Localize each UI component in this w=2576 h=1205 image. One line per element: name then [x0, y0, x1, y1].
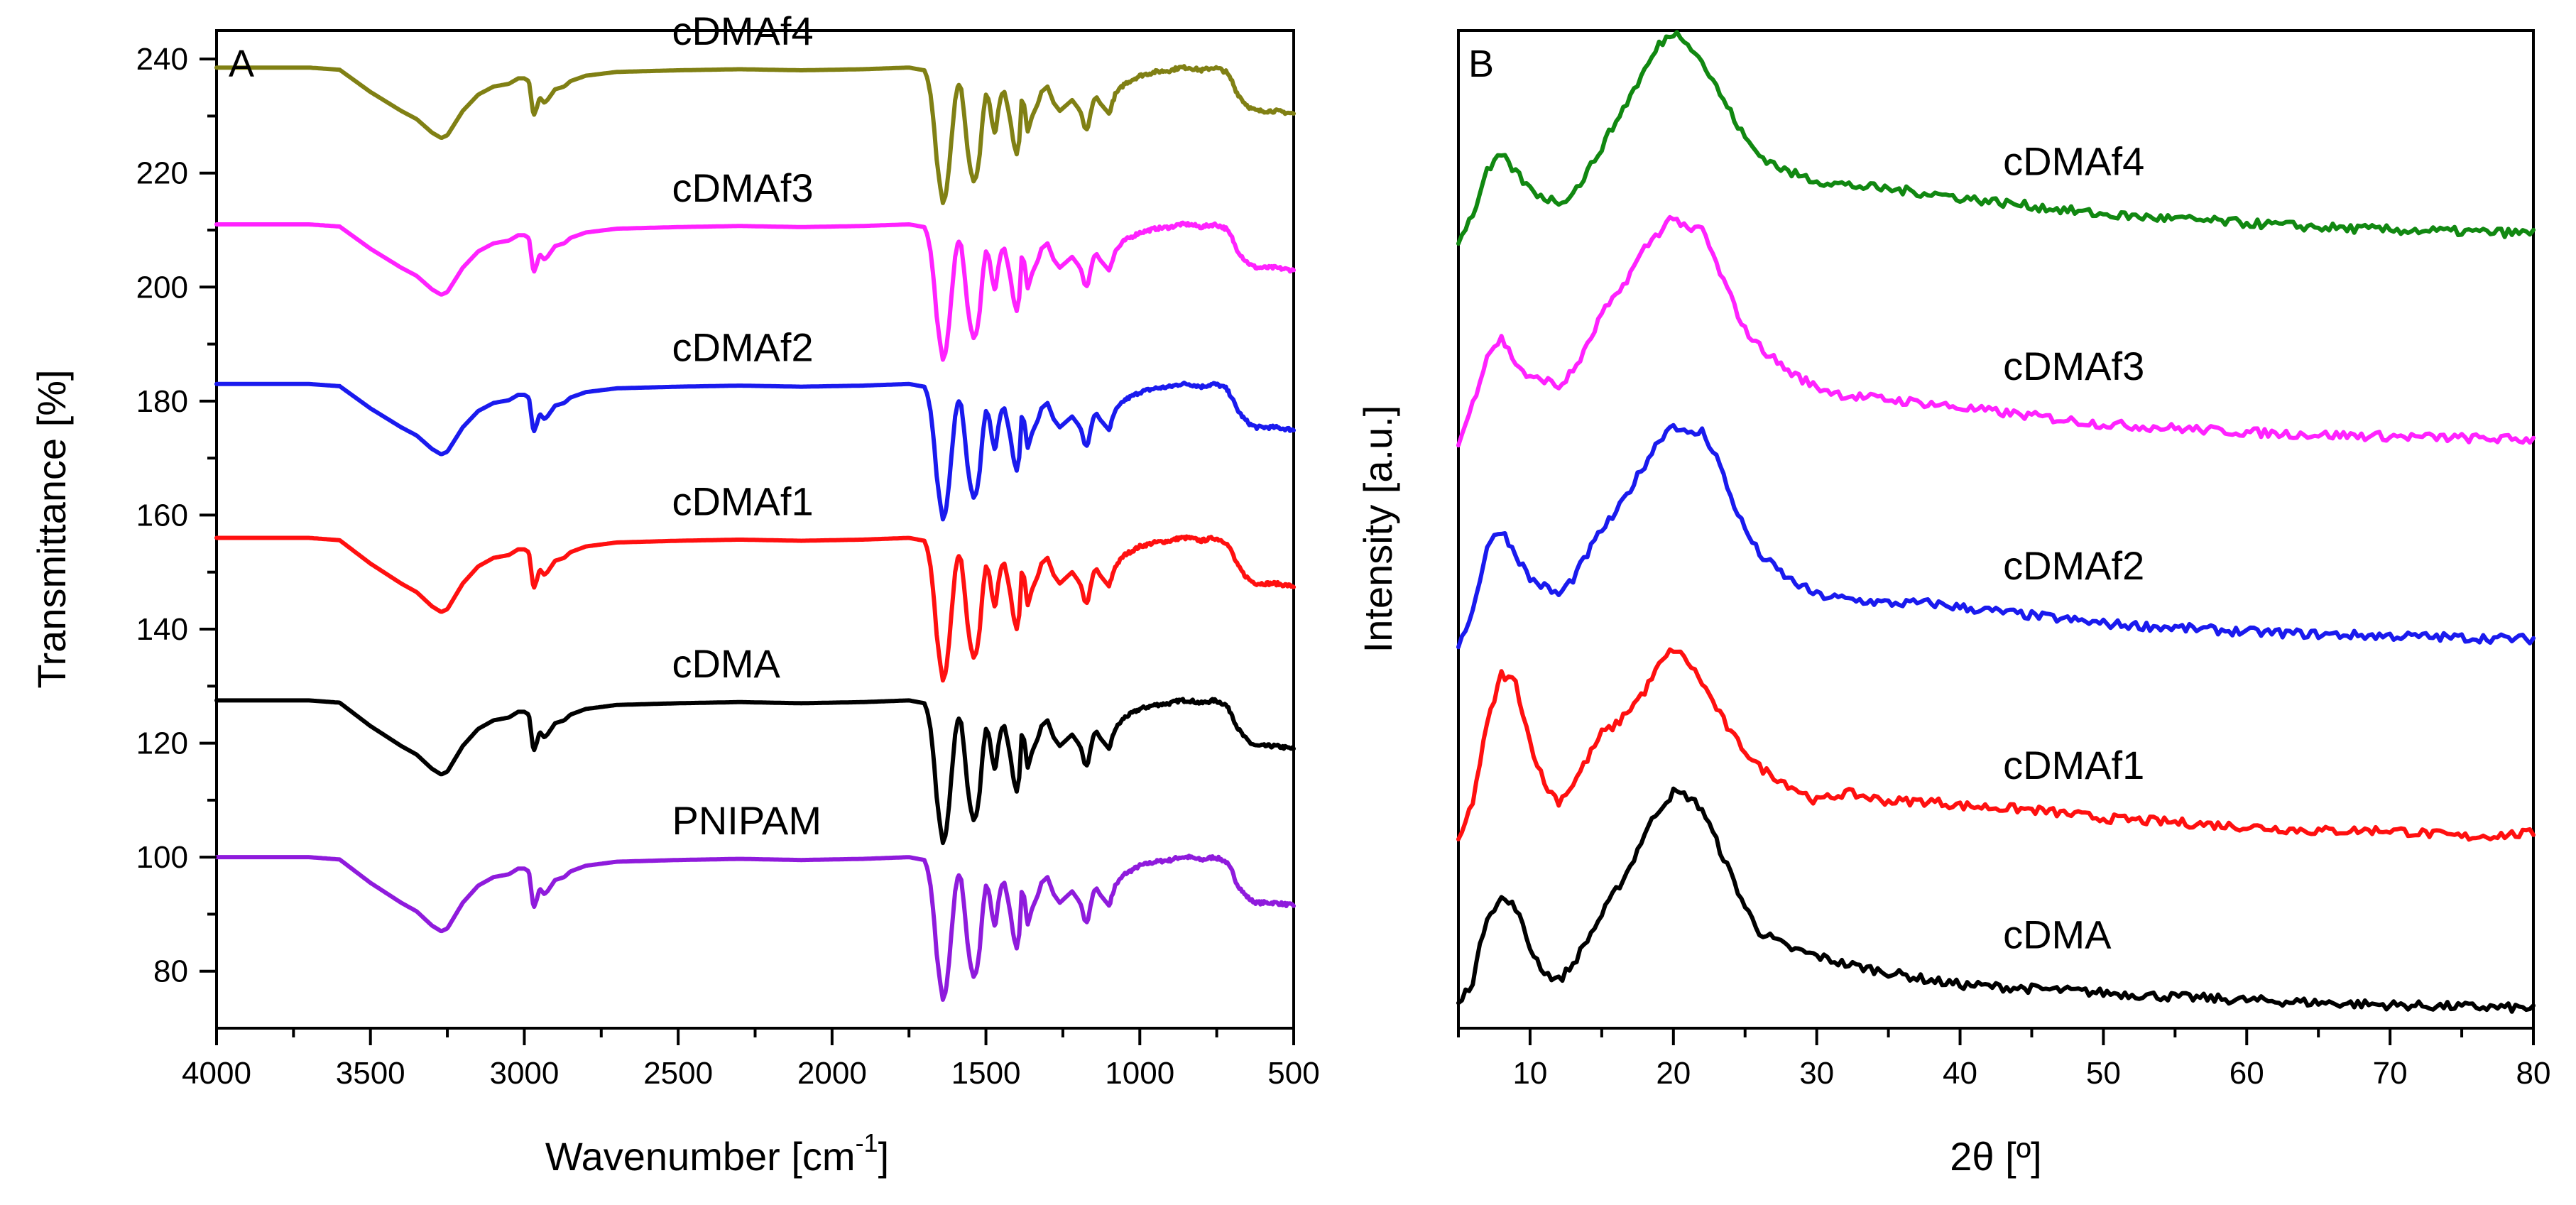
- panel-a-series-label-cdmaf4: cDMAf4: [672, 9, 813, 53]
- panel-b-series-line-cdma: [1456, 786, 2536, 1014]
- panel-a-series-labels: PNIPAM cDMA cDMAf1 cDMAf2 cDMAf3 cDMAf4: [672, 9, 822, 843]
- panel-a-y-tick-label: 160: [136, 498, 188, 533]
- panel-a-x-tick-label: 3500: [336, 1056, 405, 1091]
- panel-b-x-tick-label: 70: [2373, 1056, 2408, 1091]
- panel-b-series-line-cdmaf4: [1456, 30, 2536, 246]
- panel-a-series: [214, 64, 1296, 1002]
- panel-a-series-label-cdmaf1: cDMAf1: [672, 479, 813, 523]
- panel-a-y-tick-label: 120: [136, 726, 188, 761]
- panel-a-y-tick-label: 180: [136, 384, 188, 419]
- panel-a-x-tick-label: 1500: [951, 1056, 1021, 1091]
- panel-a-series-label-cdmaf3: cDMAf3: [672, 165, 813, 210]
- panel-b-series-label-cdmaf3: cDMAf3: [2003, 344, 2144, 388]
- panel-a-y-tick-label: 220: [136, 156, 188, 191]
- panel-a-y-tick-label: 240: [136, 42, 188, 77]
- panel-b-ticks: 10 20 30 40 50 60 70 80: [1457, 1028, 2551, 1091]
- panel-b-series-label-cdmaf4: cDMAf4: [2003, 139, 2144, 184]
- panel-a-x-axis-title-end: ]: [878, 1134, 890, 1179]
- panel-b-plot-frame: [1457, 29, 2535, 1030]
- panel-a-y-tick-label: 140: [136, 612, 188, 647]
- panel-a-series-line-pnipam: [214, 854, 1296, 1002]
- panel-a-series-label-cdmaf2: cDMAf2: [672, 325, 813, 370]
- panel-a-x-tick-label: 4000: [182, 1056, 251, 1091]
- panel-a-letter: A: [229, 43, 254, 85]
- panel-a-series-line-cdmaf1: [214, 534, 1296, 683]
- panel-a-x-tick-label: 2000: [797, 1056, 867, 1091]
- panel-a-y-axis-title: Transmittance [%]: [29, 369, 74, 688]
- panel-a-series-line-cdmaf4: [214, 64, 1296, 205]
- panel-b-x-tick-label: 10: [1512, 1056, 1547, 1091]
- panel-b-series-labels: cDMA cDMAf1 cDMAf2 cDMAf3 cDMAf4: [2003, 139, 2144, 957]
- panel-b-x-tick-label: 60: [2230, 1056, 2264, 1091]
- panel-b-series-line-cdmaf2: [1456, 422, 2536, 650]
- panel-b-x-tick-label: 40: [1943, 1056, 1977, 1091]
- panel-a-y-tick-label: 200: [136, 270, 188, 305]
- panel-a-series-line-cdma: [214, 697, 1296, 846]
- panel-b-series: [1456, 30, 2536, 1014]
- panel-a-x-tick-label: 1000: [1105, 1056, 1174, 1091]
- panel-a-x-tick-label: 3000: [489, 1056, 559, 1091]
- panel-b-letter: B: [1468, 43, 1494, 85]
- panel-b-series-line-cdmaf3: [1456, 214, 2536, 448]
- panel-b-x-tick-label: 80: [2516, 1056, 2551, 1091]
- panel-a-series-label-pnipam: PNIPAM: [672, 798, 822, 843]
- panel-a-x-axis-title-sup: -1: [856, 1128, 878, 1157]
- panel-a-x-tick-label: 500: [1267, 1056, 1319, 1091]
- panel-a-series-line-cdmaf3: [214, 220, 1296, 362]
- panel-b-y-axis-title: Intensity [a.u.]: [1355, 405, 1400, 653]
- panel-b-series-label-cdmaf1: cDMAf1: [2003, 743, 2144, 787]
- panel-b-x-tick-label: 20: [1656, 1056, 1691, 1091]
- panel-b-series-label-cdma: cDMA: [2003, 912, 2112, 957]
- panel-a-x-axis-title-main: Wavenumber [cm: [545, 1134, 856, 1179]
- panel-b-x-axis-title: 2θ [º]: [1950, 1134, 2041, 1179]
- panel-b: 10 20 30 40 50 60 70 80 cDMAcDMAf1cDMAf2cDMAf3c…: [1355, 29, 2551, 1179]
- panel-b-series-label-cdmaf2: cDMAf2: [2003, 543, 2144, 588]
- panel-a-ticks: 4000 3500 3000 2500 2000 1500 1000 500 80 100 120 1…: [136, 42, 1320, 1091]
- panel-a-y-tick-label: 100: [136, 840, 188, 875]
- panel-a: 4000 3500 3000 2500 2000 1500 1000 500 80 100 120 1…: [29, 9, 1320, 1179]
- panel-a-y-tick-label: 80: [153, 954, 188, 989]
- panel-a-series-label-cdma: cDMA: [672, 641, 780, 686]
- panel-a-x-tick-label: 2500: [643, 1056, 713, 1091]
- panel-b-series-line-cdmaf1: [1456, 647, 2536, 842]
- panel-b-x-tick-label: 30: [1799, 1056, 1834, 1091]
- panel-b-x-tick-label: 50: [2086, 1056, 2121, 1091]
- panel-a-x-axis-title: Wavenumber [cm-1]: [545, 1128, 889, 1179]
- panel-a-series-line-cdmaf2: [214, 381, 1296, 522]
